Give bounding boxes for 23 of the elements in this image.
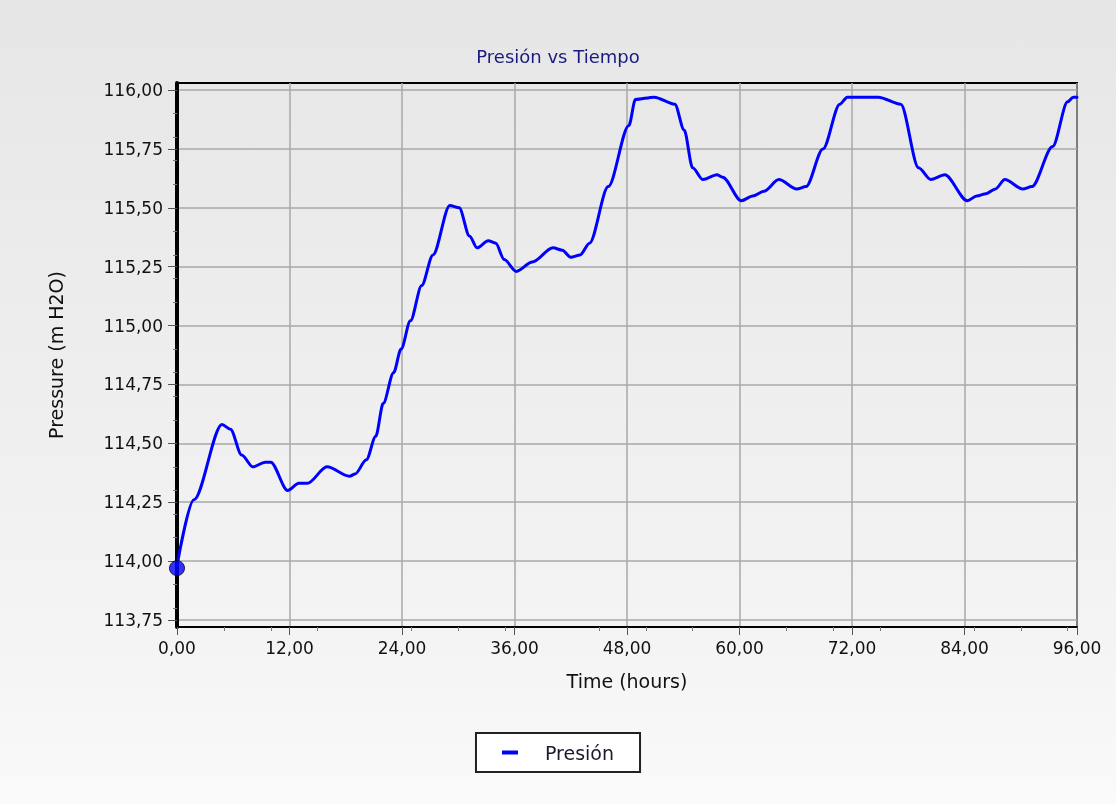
x-tick-label: 24,00: [377, 637, 427, 658]
y-tick-label: 115,00: [103, 315, 163, 336]
legend-label: Presión: [544, 741, 615, 764]
x-tick-label: 96,00: [1052, 637, 1102, 658]
y-tick-label: 113,75: [103, 609, 163, 630]
y-tick-label: 115,50: [103, 197, 163, 218]
x-tick-label: 48,00: [602, 637, 652, 658]
x-tick-label: 60,00: [715, 637, 764, 658]
y-tick-label: 114,50: [103, 433, 163, 454]
x-tick-label: 12,00: [265, 637, 314, 658]
y-tick-label: 114,25: [103, 492, 163, 513]
y-tick-label: 114,00: [103, 551, 163, 572]
chart-title: Presión vs Tiempo: [476, 45, 640, 67]
y-tick-label: 115,25: [103, 256, 163, 277]
x-tick-label: 84,00: [940, 637, 989, 658]
y-axis-title: Pressure (m H2O): [44, 271, 67, 439]
x-tick-label: 0,00: [158, 637, 196, 658]
y-tick-label: 114,75: [103, 374, 163, 395]
y-tick-label: 115,75: [103, 138, 163, 159]
y-tick-label: 116,00: [103, 80, 163, 101]
x-tick-label: 36,00: [490, 637, 539, 658]
x-tick-label: 72,00: [827, 637, 877, 658]
x-axis-title: Time (hours): [565, 669, 688, 692]
